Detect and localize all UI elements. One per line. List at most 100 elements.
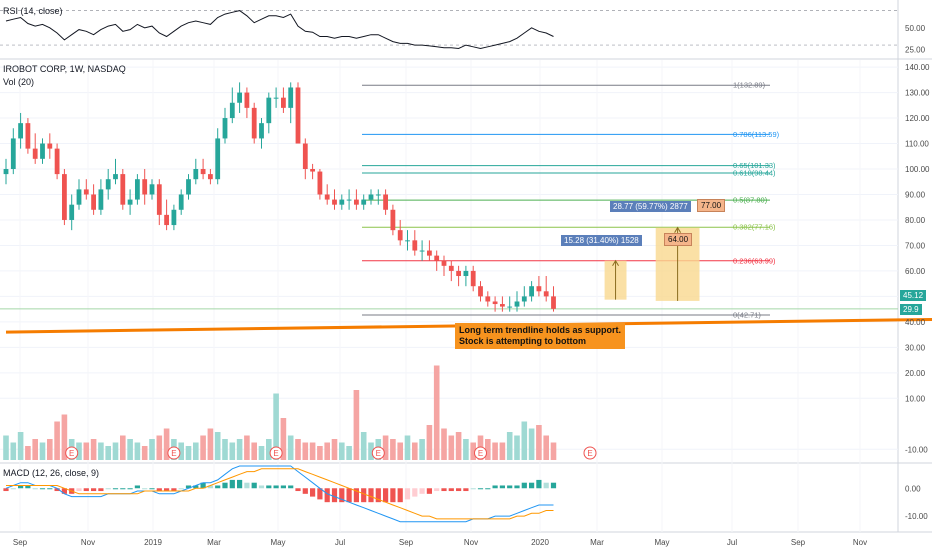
candle-body <box>193 169 199 180</box>
price-tick-label: 130.00 <box>905 89 930 98</box>
price-axis[interactable]: 140.00 130.00 120.00 110.00 100.00 90.00 80.00… <box>905 24 930 521</box>
candle-body <box>142 179 148 195</box>
macd-histogram-bar <box>3 488 9 492</box>
last-price-tag[interactable]: 45.12 <box>900 290 927 301</box>
measure-box-2[interactable]: 28.77 (59.77%) 2877 <box>610 201 691 212</box>
volume-bar <box>390 439 396 460</box>
time-tick-label: Sep <box>791 538 806 547</box>
price-tick-label: 140.00 <box>905 63 930 72</box>
earnings-marker-label: E <box>587 449 592 458</box>
time-tick-label: Nov <box>853 538 867 547</box>
macd-histogram-bar <box>251 482 257 489</box>
annotation-note[interactable]: Long term trendline holds as support. St… <box>455 323 626 349</box>
volume-bar <box>244 435 250 460</box>
volume-bar <box>273 393 279 460</box>
candle-body <box>397 230 403 241</box>
symbol-label[interactable]: IROBOT CORP, 1W, NASDAQ <box>3 64 126 74</box>
candle-body <box>47 143 53 149</box>
macd-histogram-bar <box>32 488 38 490</box>
candle-body <box>149 184 155 195</box>
volume-bar <box>163 428 170 460</box>
candle-body <box>383 194 388 210</box>
rsi-label[interactable]: RSI (14, close) <box>3 6 63 16</box>
candle-body <box>91 194 96 210</box>
volume-bar <box>324 442 330 460</box>
macd-histogram-bar <box>339 488 345 503</box>
candle-body <box>478 286 483 297</box>
candle-body <box>339 199 345 205</box>
candle-body <box>368 194 374 200</box>
macd-histogram-bar <box>105 488 111 490</box>
candle-body <box>3 169 9 175</box>
time-tick-label: 2019 <box>144 538 162 547</box>
price-tick-label: 40.00 <box>905 318 926 327</box>
volume-bar <box>149 439 155 460</box>
time-axis[interactable]: Sep Nov 2019 Mar May Jul Sep Nov 2020 Mar May Jul Se… <box>13 538 867 547</box>
macd-histogram-bar <box>10 488 16 490</box>
candle-body <box>302 143 308 170</box>
measure-box-1[interactable]: 15.28 (31.40%) 1528 <box>561 235 642 246</box>
candle-body <box>156 184 162 215</box>
volume-bar <box>368 442 374 460</box>
candle-body <box>178 194 184 210</box>
volume-bar <box>448 435 455 460</box>
candle-body <box>215 138 221 180</box>
candle-body <box>273 97 279 99</box>
volume-bar <box>506 432 513 460</box>
target-box-2[interactable]: 77.00 <box>697 199 726 212</box>
volume-bar <box>353 390 360 460</box>
time-tick-label: Nov <box>81 538 95 547</box>
macd-histogram-bar <box>112 488 119 490</box>
macd-label[interactable]: MACD (12, 26, close, 9) <box>3 468 100 478</box>
macd-histogram-bar <box>76 488 82 492</box>
time-tick-label: Nov <box>464 538 478 547</box>
rsi-line <box>5 10 554 50</box>
macd-histogram-bar <box>142 488 148 490</box>
volume-label[interactable]: Vol (20) <box>3 77 35 87</box>
time-tick-label: Jul <box>335 538 345 547</box>
volume-bar <box>499 442 506 460</box>
volume-bar <box>536 425 542 460</box>
volume-bar <box>543 435 549 460</box>
volume-bar <box>156 435 163 460</box>
volume-bar <box>331 439 338 460</box>
macd-histogram-bar <box>178 488 184 490</box>
macd-histogram-bar <box>47 488 53 490</box>
candle-body <box>25 123 31 149</box>
candle-body <box>135 179 140 200</box>
macd-histogram-bar <box>54 488 60 492</box>
candle-body <box>281 97 286 108</box>
volume-bar <box>441 428 447 460</box>
target-box-1[interactable]: 64.00 <box>664 233 693 246</box>
macd-histogram-bar <box>237 479 243 489</box>
macd-histogram-bar <box>273 485 279 489</box>
volume-bar <box>514 435 520 460</box>
candle-body <box>76 189 82 205</box>
volume-bar <box>433 365 440 460</box>
macd-histogram-bar <box>346 488 352 503</box>
fib-level-label: 0.5(87.80) <box>733 196 768 205</box>
volume-bar <box>382 435 389 460</box>
fib-level-label: 0.618(98.44) <box>733 168 776 177</box>
projection-arrow-head <box>612 259 619 266</box>
macd-histogram-bar <box>39 488 46 490</box>
macd-histogram-bar <box>61 488 67 494</box>
volume-bar <box>3 435 9 460</box>
time-tick-label: Mar <box>207 538 221 547</box>
macd-histogram-bar <box>361 488 367 503</box>
volume-price-tag[interactable]: 29.9 <box>900 304 922 315</box>
fibonacci-retracement[interactable]: 1(132.89) 0.786(113.59) 0.65(101.33)0.618(… <box>0 81 898 320</box>
macd-histogram-bar <box>353 488 359 503</box>
candle-body <box>127 199 133 205</box>
candle-body <box>412 240 418 251</box>
time-tick-label: May <box>654 538 669 547</box>
volume-bar <box>339 442 345 460</box>
macd-histogram-bar <box>456 488 462 492</box>
volume-bar <box>485 439 491 460</box>
price-tick-label: 60.00 <box>905 267 926 276</box>
candle-body <box>485 296 491 302</box>
candle-body <box>419 250 425 252</box>
volume-bar <box>521 421 528 460</box>
